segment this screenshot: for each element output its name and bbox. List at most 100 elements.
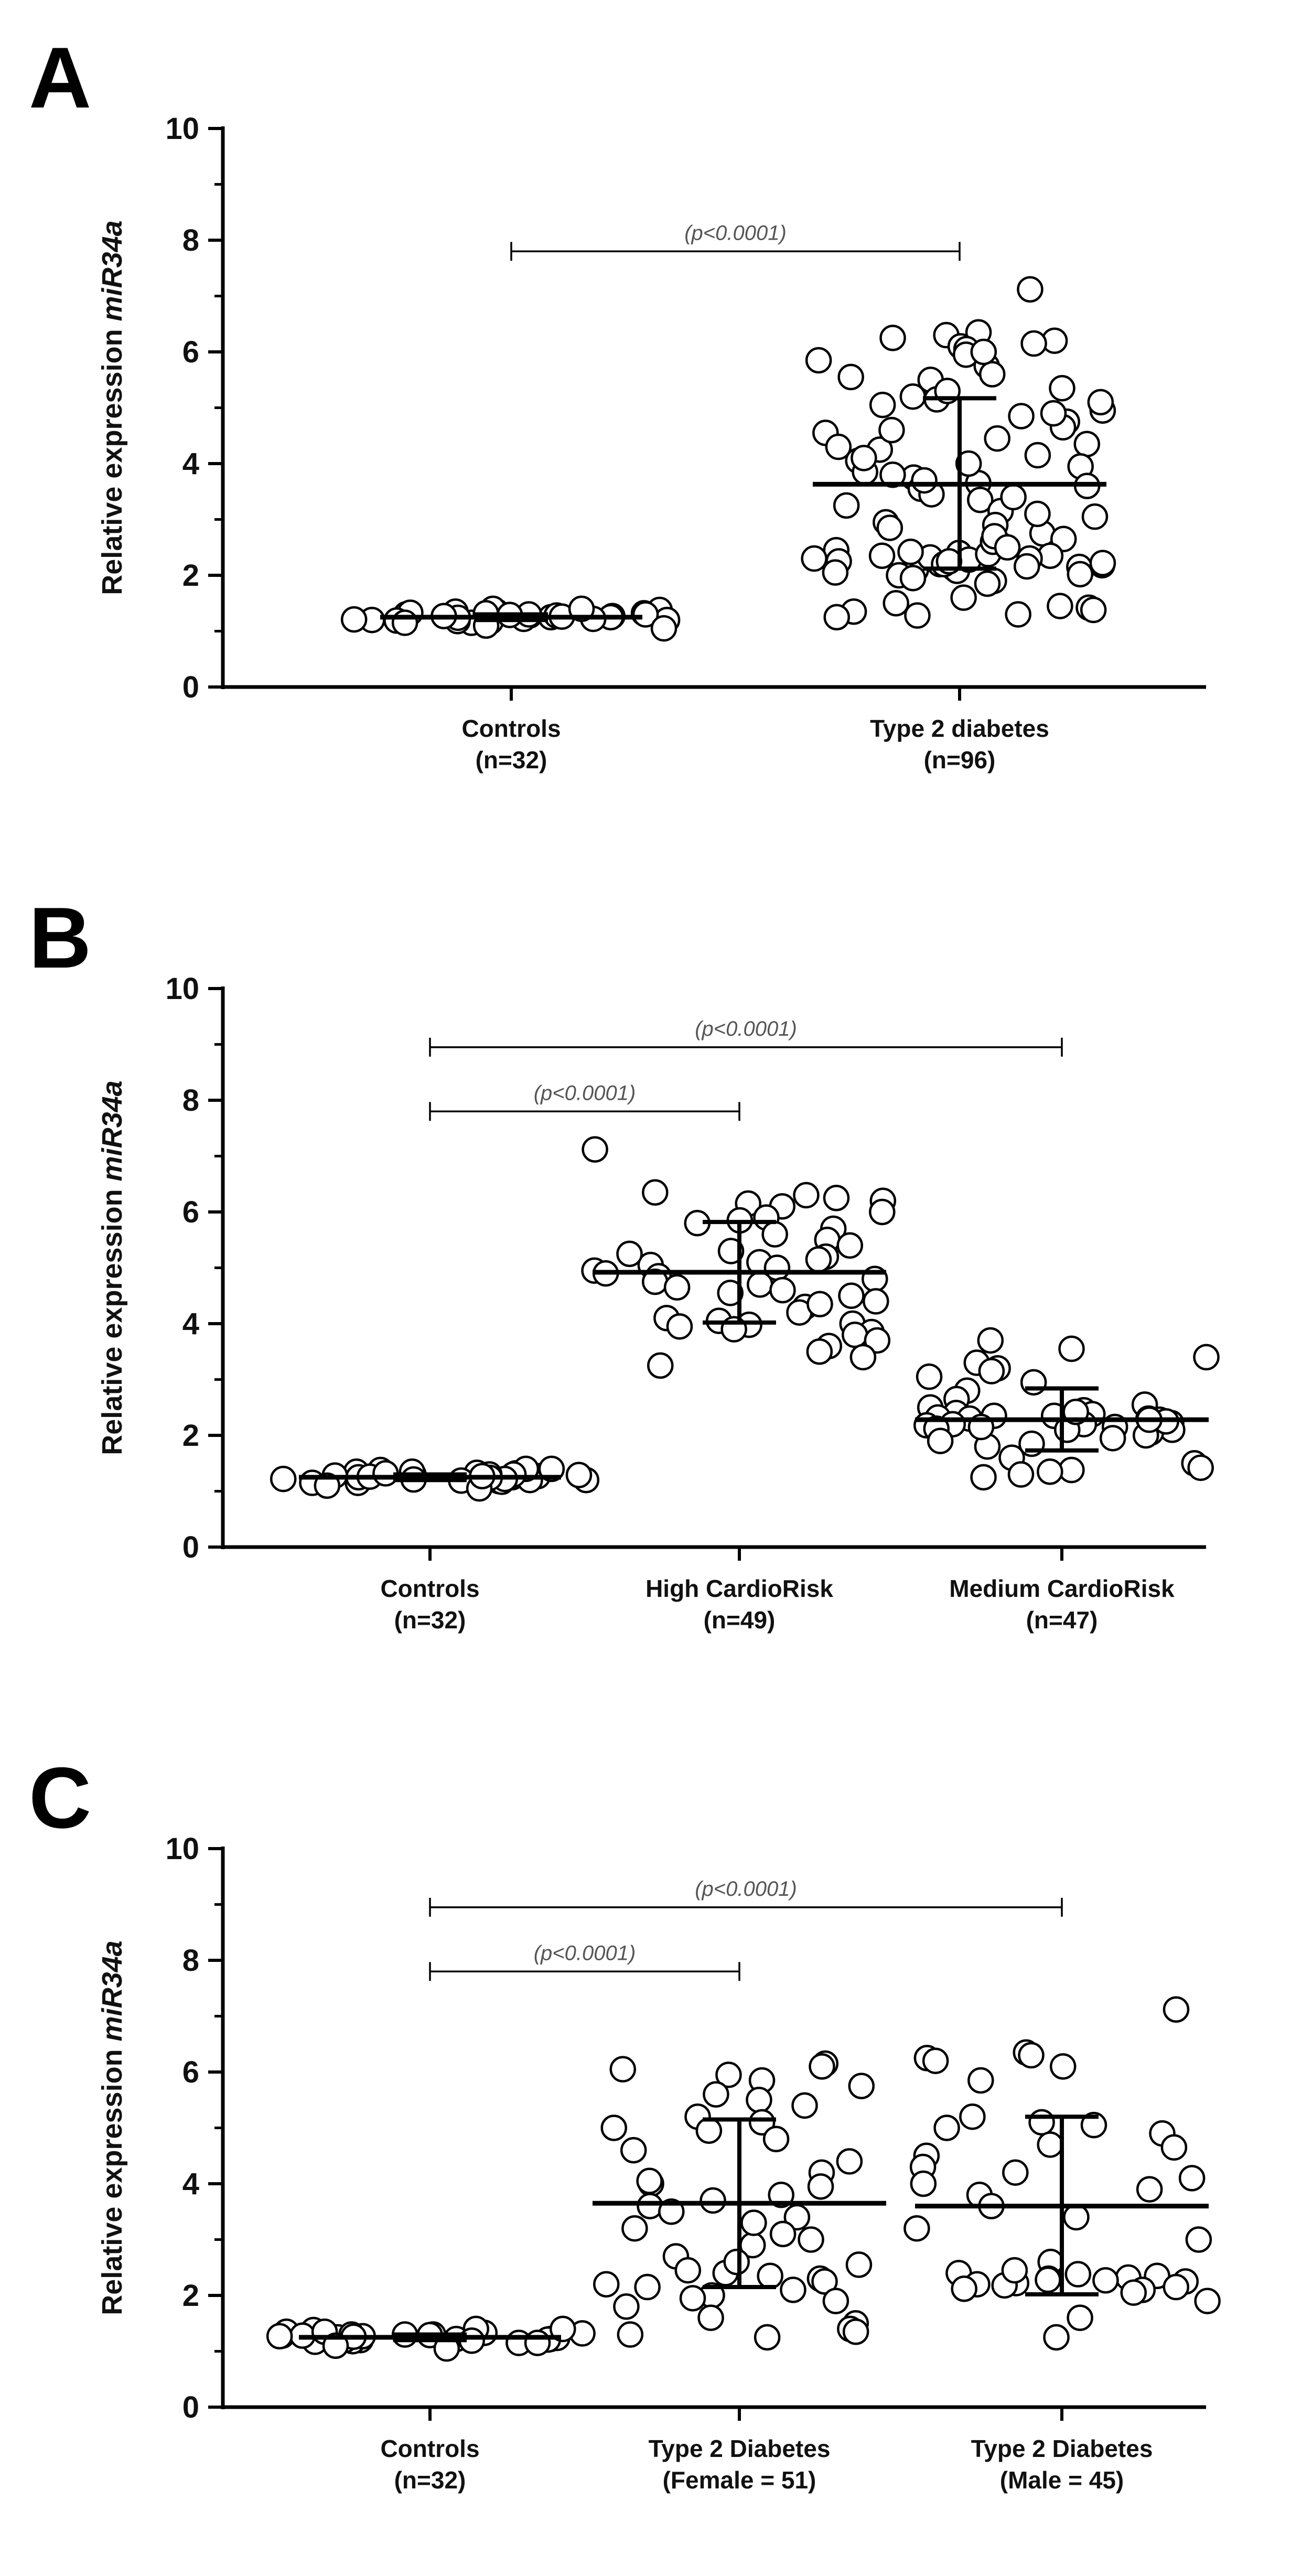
- data-point: [754, 2324, 781, 2351]
- data-point: [1049, 374, 1075, 402]
- data-point: [1001, 2257, 1028, 2284]
- y-tick-label: 10: [165, 1832, 199, 1866]
- category-label: Type 2 Diabetes: [649, 2435, 831, 2462]
- data-point: [636, 2167, 663, 2194]
- data-point: [740, 2209, 767, 2236]
- y-tick-label: 0: [182, 670, 199, 704]
- data-point: [851, 445, 877, 471]
- data-point: [1024, 442, 1051, 469]
- data-point: [748, 2109, 776, 2136]
- category-label: Controls: [380, 1575, 479, 1602]
- data-point: [967, 2067, 994, 2094]
- data-point: [1058, 1335, 1085, 1362]
- data-point: [666, 1313, 693, 1340]
- data-point: [1063, 2204, 1090, 2231]
- data-point: [757, 2262, 783, 2289]
- data-point: [780, 2277, 806, 2303]
- data-point: [617, 2321, 644, 2348]
- y-tick-label: 0: [182, 2390, 199, 2424]
- category-label: High CardioRisk: [646, 1575, 833, 1602]
- data-point: [1187, 1454, 1214, 1482]
- data-point: [1185, 2226, 1212, 2253]
- data-point: [723, 2248, 750, 2276]
- data-point: [600, 2115, 627, 2141]
- y-axis-title-gene: miR34a: [96, 220, 128, 321]
- data-point: [679, 2285, 706, 2312]
- data-point: [1073, 431, 1101, 457]
- data-point: [1080, 2111, 1107, 2139]
- data-point: [1020, 1369, 1047, 1396]
- data-point: [883, 590, 909, 617]
- y-tick-label: 6: [182, 2055, 199, 2089]
- data-point: [833, 492, 860, 519]
- data-point: [916, 1363, 943, 1390]
- data-point: [899, 383, 927, 410]
- data-point: [637, 2193, 663, 2219]
- y-tick-label: 2: [182, 559, 199, 593]
- p-value-label: (p<0.0001): [534, 1081, 636, 1104]
- y-tick-label: 2: [182, 2279, 199, 2313]
- data-point: [950, 584, 977, 611]
- data-point: [582, 1136, 608, 1163]
- data-point: [650, 615, 677, 642]
- y-tick-label: 6: [182, 335, 199, 369]
- data-point: [967, 486, 994, 513]
- data-point: [1028, 2109, 1055, 2136]
- data-point: [340, 606, 368, 633]
- data-point: [825, 433, 852, 460]
- data-point: [903, 2215, 930, 2242]
- data-point: [1017, 276, 1043, 303]
- data-point: [1064, 2261, 1092, 2288]
- data-point: [1099, 1425, 1126, 1452]
- data-point: [695, 2117, 723, 2144]
- data-point: [806, 1291, 833, 1317]
- y-axis-title: Relative expression miR34a: [96, 1080, 128, 1455]
- category-n-label: (n=32): [394, 2466, 466, 2494]
- data-point: [801, 545, 827, 572]
- category-n-label: (n=32): [476, 746, 547, 774]
- data-point: [697, 2304, 724, 2331]
- data-point: [977, 1327, 1004, 1354]
- data-point: [1163, 2273, 1190, 2301]
- data-point: [715, 2062, 742, 2088]
- data-point: [1040, 400, 1067, 427]
- data-point: [762, 2126, 790, 2153]
- data-point: [1092, 2267, 1119, 2294]
- data-point: [266, 2323, 293, 2349]
- y-tick-label: 4: [182, 1307, 199, 1341]
- data-point: [1080, 596, 1107, 624]
- data-point: [974, 570, 1001, 597]
- data-point: [868, 542, 896, 569]
- data-point: [593, 2271, 620, 2298]
- data-point: [613, 2293, 640, 2320]
- data-point: [822, 559, 849, 586]
- data-point: [849, 1344, 877, 1371]
- panel-c: C 0 2 4 6 8 10 Relative expression miR34a Contro…: [29, 1749, 1221, 2494]
- y-tick-label: 4: [182, 2167, 199, 2201]
- data-point: [616, 1240, 643, 1268]
- data-point: [823, 604, 850, 631]
- data-point: [823, 1185, 850, 1211]
- data-point: [769, 1276, 796, 1304]
- y-axis-title-text: Relative expression: [96, 2041, 128, 2315]
- data-point: [1067, 2304, 1093, 2331]
- data-point: [910, 2170, 937, 2197]
- data-point: [791, 2092, 818, 2119]
- data-point: [1194, 2288, 1221, 2314]
- y-axis-title: Relative expression miR34a: [96, 220, 128, 595]
- category-n-label: (n=32): [394, 1606, 466, 1634]
- data-point: [876, 514, 903, 541]
- category-n-label: (n=96): [924, 746, 996, 774]
- data-point: [822, 2288, 849, 2314]
- data-point: [769, 2220, 797, 2248]
- p-value-label: (p<0.0001): [695, 1877, 797, 1901]
- category-label: Controls: [380, 2435, 479, 2462]
- data-point: [1002, 2159, 1029, 2186]
- y-axis-title-gene: miR34a: [96, 1080, 128, 1181]
- data-point: [1081, 503, 1109, 530]
- data-point: [811, 2268, 838, 2295]
- y-axis-title-gene: miR34a: [96, 1940, 128, 2041]
- data-point: [959, 2103, 986, 2130]
- data-point: [1037, 2131, 1063, 2158]
